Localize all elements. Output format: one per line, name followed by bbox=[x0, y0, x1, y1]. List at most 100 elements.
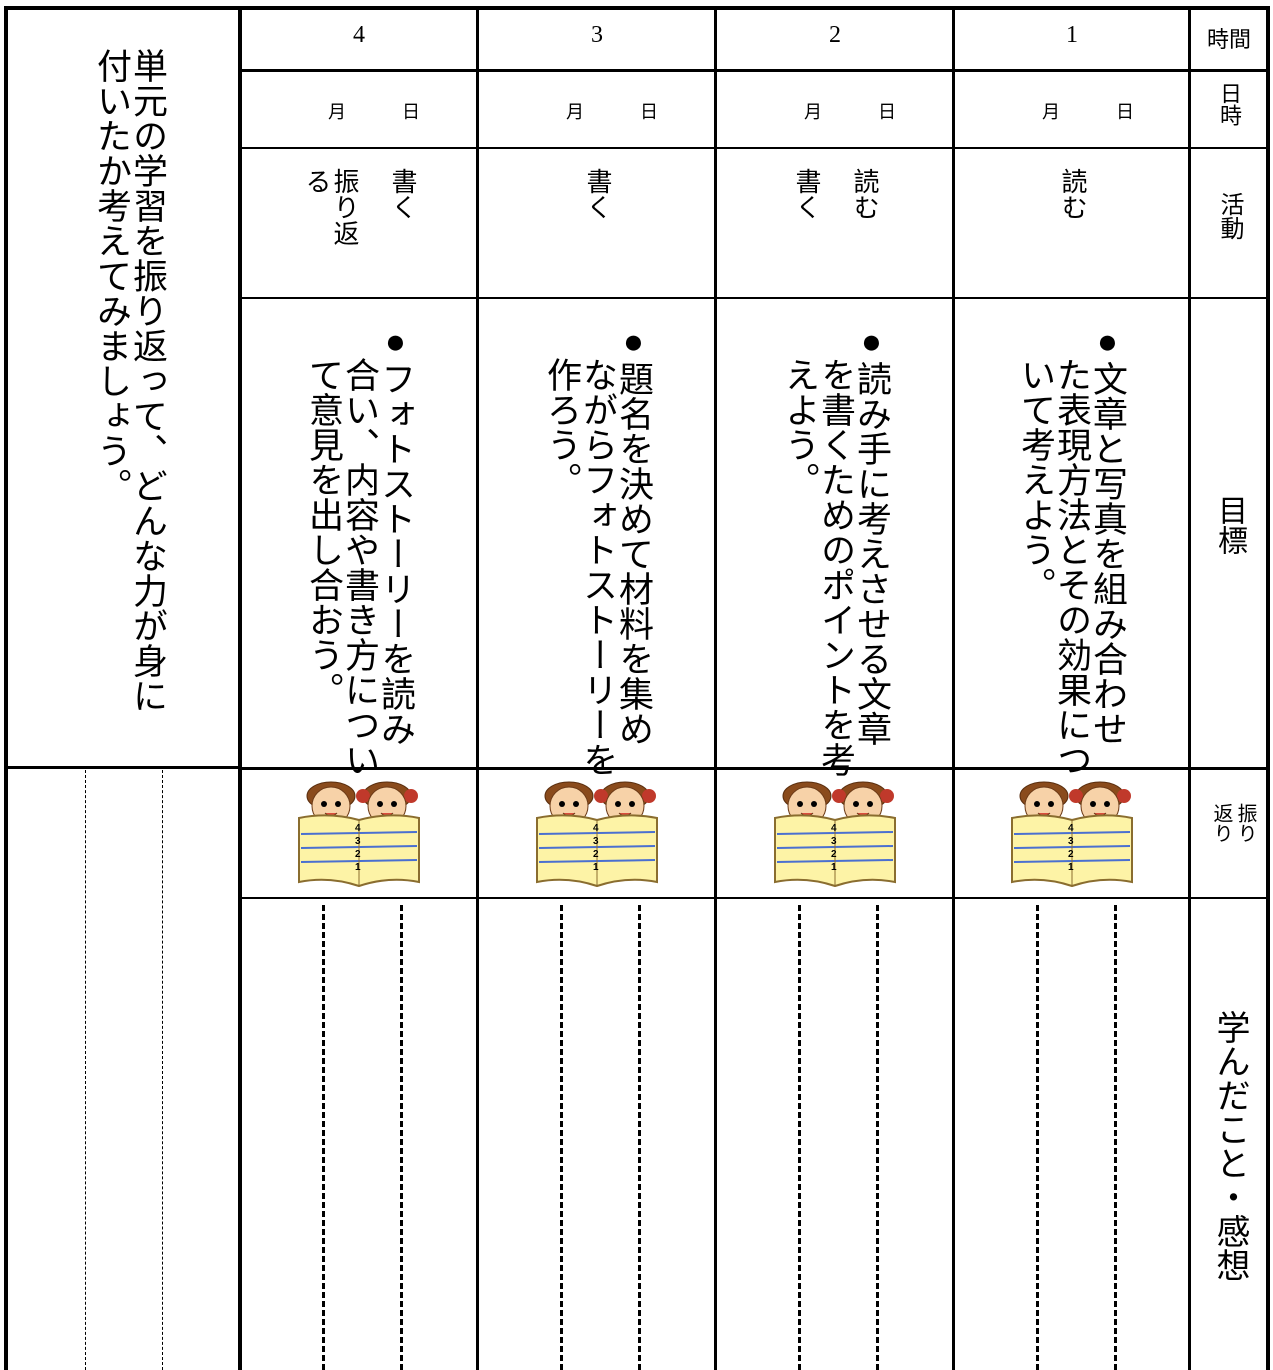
writing-guide bbox=[876, 905, 879, 1370]
rule bbox=[4, 6, 1270, 10]
row-header: 活動 bbox=[1216, 192, 1242, 240]
illustration-part bbox=[867, 801, 873, 807]
rule bbox=[240, 69, 1270, 72]
activity: 書く bbox=[388, 168, 417, 220]
reflection-illustration: 4 3 2 1 bbox=[536, 781, 658, 888]
date-day: 日 bbox=[402, 102, 420, 122]
rule bbox=[1266, 6, 1270, 1370]
session-number: 4 bbox=[353, 22, 365, 48]
illustration-part: 2 bbox=[1068, 849, 1074, 860]
goal: ●フォトストーリーを読み合い、内容や書き方について意見を出し合おう。 bbox=[304, 322, 415, 777]
date-day: 日 bbox=[878, 102, 896, 122]
illustration-part bbox=[811, 801, 817, 807]
illustration-part: 1 bbox=[831, 862, 837, 873]
illustration-part bbox=[642, 789, 656, 803]
illustration-part: 3 bbox=[831, 836, 837, 847]
illustration-part: 1 bbox=[593, 862, 599, 873]
rule bbox=[476, 6, 479, 1370]
row-header: 目標 bbox=[1213, 495, 1246, 555]
illustration-part bbox=[853, 801, 859, 807]
illustration-part bbox=[391, 801, 397, 807]
illustration-part bbox=[1117, 789, 1131, 803]
reflection-illustration: 4 3 2 1 bbox=[774, 781, 896, 888]
date-day: 日 bbox=[1116, 102, 1134, 122]
illustration-part bbox=[1034, 801, 1040, 807]
row-header: 学んだこと・感想 bbox=[1211, 1010, 1248, 1282]
illustration-part bbox=[573, 801, 579, 807]
rule bbox=[4, 6, 8, 1370]
session-number: 3 bbox=[591, 22, 603, 48]
illustration-part: 4 bbox=[831, 823, 837, 834]
dashed-guide bbox=[162, 770, 163, 1370]
dashed-guide bbox=[85, 770, 86, 1370]
rule bbox=[240, 147, 1270, 149]
rule bbox=[4, 766, 240, 769]
writing-guide bbox=[638, 905, 641, 1370]
activity: 読む bbox=[850, 168, 879, 220]
writing-guide bbox=[1114, 905, 1117, 1370]
date-month: 月 bbox=[566, 102, 584, 122]
activities: 書く 振り返る bbox=[240, 168, 478, 246]
goal: ●題名を決めて材料を集めながらフォトストーリーを作ろう。 bbox=[542, 322, 653, 777]
illustration-part bbox=[1048, 801, 1054, 807]
writing-guide bbox=[400, 905, 403, 1370]
writing-guide bbox=[322, 905, 325, 1370]
illustration-part bbox=[615, 801, 621, 807]
illustration-part bbox=[377, 801, 383, 807]
row-header: 振り返り bbox=[1210, 803, 1256, 843]
row-header: 時間 bbox=[1206, 27, 1251, 52]
writing-guide bbox=[798, 905, 801, 1370]
illustration-part bbox=[356, 789, 370, 803]
illustration-part: 1 bbox=[355, 862, 361, 873]
goal: ●文章と写真を組み合わせた表現方法とその効果について考えよう。 bbox=[1016, 322, 1127, 777]
activity: 書く bbox=[583, 168, 612, 220]
row-header: 日時 bbox=[1217, 82, 1242, 126]
writing-guide bbox=[1036, 905, 1039, 1370]
illustration-part bbox=[832, 789, 846, 803]
illustration-part: 2 bbox=[831, 849, 837, 860]
illustration-part bbox=[1090, 801, 1096, 807]
activity: 書く bbox=[792, 168, 821, 220]
prompt: 単元の学習を振り返って、どんな力が身に付いたか考えてみましょう。 bbox=[92, 48, 167, 713]
illustration-part: 4 bbox=[1068, 823, 1074, 834]
illustration-part bbox=[1104, 801, 1110, 807]
date-month: 月 bbox=[1042, 102, 1060, 122]
session-number: 1 bbox=[1066, 22, 1078, 48]
reflection-illustration: 4 3 2 1 bbox=[1011, 781, 1133, 888]
activity: 振り返る bbox=[302, 168, 359, 246]
date-day: 日 bbox=[640, 102, 658, 122]
illustration-part: 3 bbox=[593, 836, 599, 847]
illustration-part: 4 bbox=[593, 823, 599, 834]
illustration-part: 3 bbox=[1068, 836, 1074, 847]
illustration-part bbox=[321, 801, 327, 807]
session-number: 2 bbox=[829, 22, 841, 48]
rule bbox=[1188, 6, 1191, 1370]
rule bbox=[714, 6, 717, 1370]
reflection-illustration: 4 3 2 1 bbox=[298, 781, 420, 888]
goal: ●読み手に考えさせる文章を書くためのポイントを考えよう。 bbox=[780, 322, 891, 777]
illustration-part: 1 bbox=[1068, 862, 1074, 873]
illustration-part bbox=[404, 789, 418, 803]
illustration-part bbox=[797, 801, 803, 807]
illustration-part bbox=[1069, 789, 1083, 803]
rule bbox=[952, 6, 955, 1370]
writing-guide bbox=[560, 905, 563, 1370]
activities: 読む bbox=[954, 168, 1190, 246]
rule bbox=[238, 6, 242, 1370]
illustration-part: 2 bbox=[593, 849, 599, 860]
rule bbox=[240, 297, 1270, 299]
illustration-part bbox=[594, 789, 608, 803]
illustration-part bbox=[880, 789, 894, 803]
activities: 読む 書く bbox=[716, 168, 954, 246]
illustration-part bbox=[335, 801, 341, 807]
activity: 読む bbox=[1058, 168, 1087, 220]
illustration-part: 3 bbox=[355, 836, 361, 847]
illustration-part: 2 bbox=[355, 849, 361, 860]
rule bbox=[240, 897, 1270, 899]
date-month: 月 bbox=[804, 102, 822, 122]
date-month: 月 bbox=[328, 102, 346, 122]
illustration-part: 4 bbox=[355, 823, 361, 834]
illustration-part bbox=[629, 801, 635, 807]
rule bbox=[240, 767, 1270, 770]
